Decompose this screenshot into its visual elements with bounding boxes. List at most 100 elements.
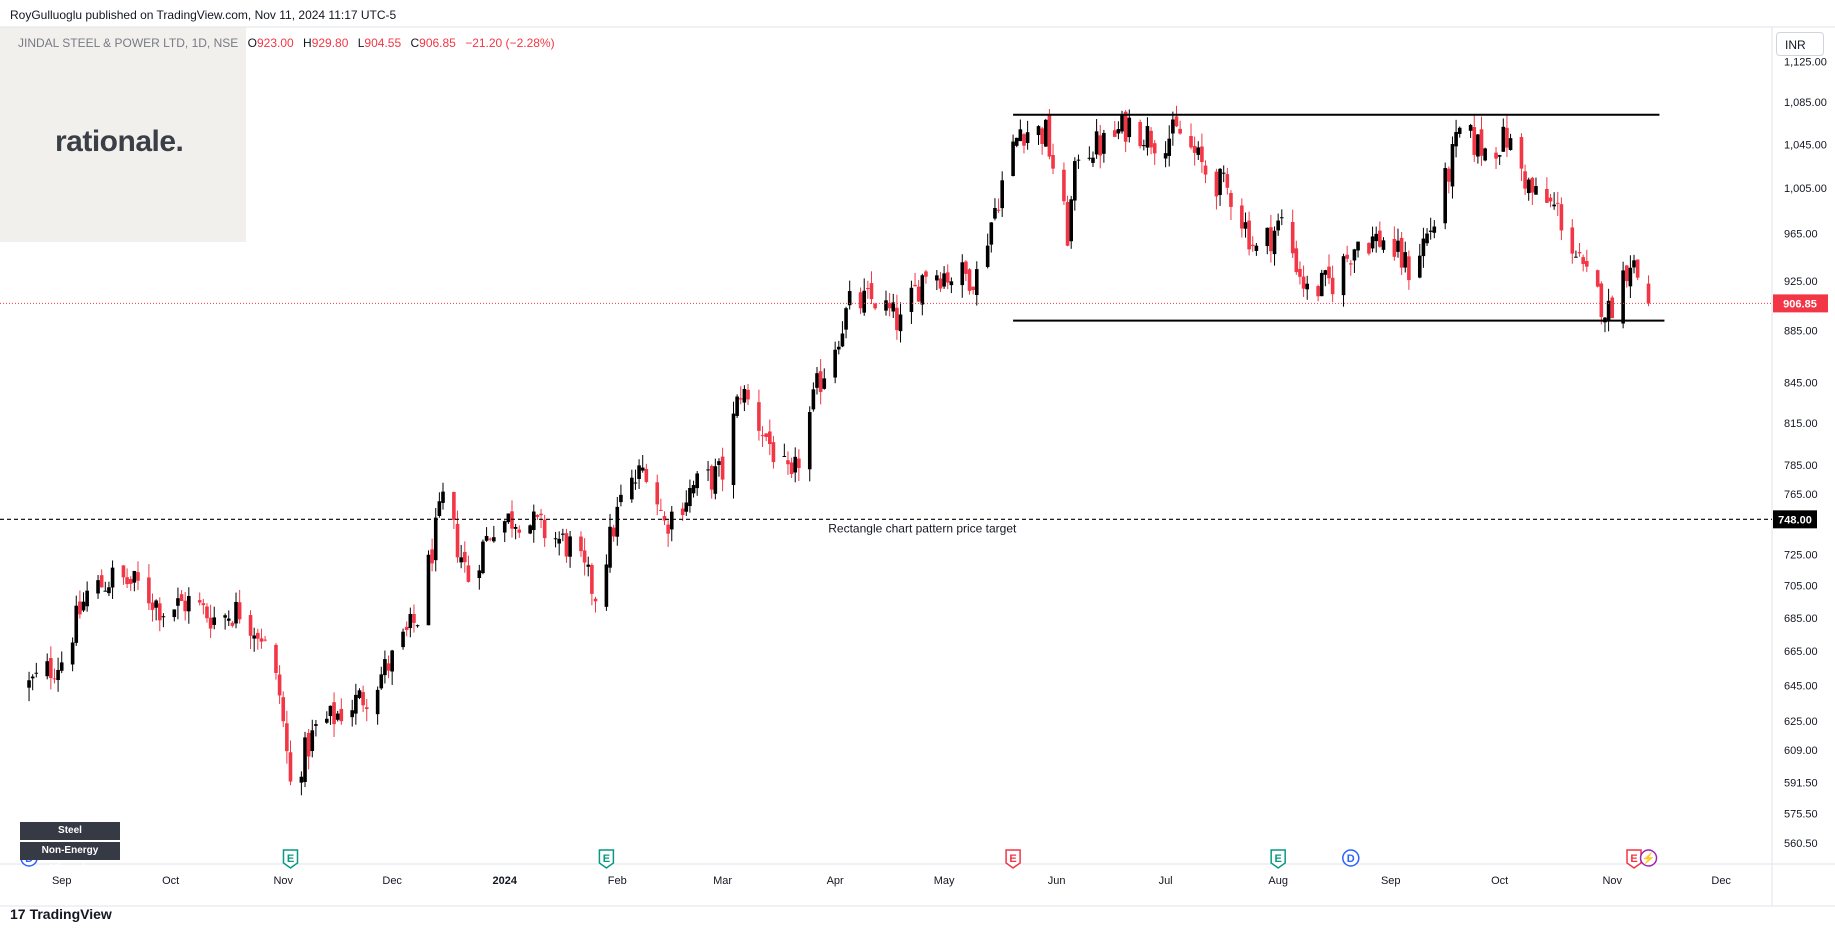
candle-body: [920, 275, 925, 305]
candle-body: [1348, 263, 1353, 265]
x-tick-label: Aug: [1268, 875, 1288, 887]
candle-body: [1269, 227, 1273, 252]
candle-body: [128, 578, 133, 584]
time-axis[interactable]: Sep Oct Nov Dec 2024 Feb Mar Apr May Jun Jul Aug Sep…: [52, 875, 1732, 887]
candle-body: [226, 618, 231, 621]
candle: [604, 554, 609, 611]
y-tick-label: 575.50: [1784, 808, 1818, 820]
candle: [1000, 171, 1004, 217]
candle: [1595, 269, 1600, 288]
candle-body: [1276, 220, 1280, 231]
candle-body: [924, 271, 928, 277]
candle-body: [1279, 217, 1284, 219]
candle: [836, 340, 841, 355]
candle-body: [709, 465, 714, 490]
candle: [1091, 151, 1095, 168]
candle: [1581, 254, 1585, 272]
candle-body: [1526, 179, 1531, 194]
candle: [1196, 141, 1201, 160]
candle: [945, 264, 950, 290]
candle-body: [1468, 125, 1473, 131]
candle: [1123, 110, 1128, 153]
candle: [132, 570, 137, 592]
candle: [441, 482, 445, 510]
candle: [1011, 134, 1015, 177]
candle: [920, 273, 925, 316]
candle: [1062, 162, 1066, 205]
candle-body: [1519, 137, 1524, 169]
candle: [1443, 162, 1447, 230]
candle-body: [1606, 300, 1611, 321]
candle: [375, 686, 380, 725]
candle: [1265, 227, 1270, 255]
y-tick-label: 1,125.00: [1784, 57, 1827, 69]
candle-body: [840, 333, 845, 347]
candle: [680, 502, 685, 521]
candle-body: [1138, 122, 1142, 147]
earnings-marker: E: [1005, 849, 1021, 869]
candle: [74, 595, 79, 646]
candle: [967, 268, 972, 295]
candle: [996, 198, 1001, 214]
candle-body: [1036, 126, 1041, 136]
candle-body: [45, 661, 50, 677]
candle-body: [531, 511, 536, 531]
candle: [528, 524, 532, 535]
candle-body: [630, 477, 634, 500]
candle-body: [1428, 230, 1433, 232]
candle-body: [949, 281, 954, 286]
tradingview-brand[interactable]: 17 TradingView: [10, 906, 112, 922]
candle: [1599, 281, 1604, 325]
candle-body: [1443, 168, 1447, 224]
candle-body: [1555, 202, 1560, 204]
candle-body: [1142, 145, 1146, 147]
candle: [1319, 269, 1324, 297]
price-axis[interactable]: 1,125.00 1,085.00 1,045.00 1,005.00 965.00 92…: [1773, 57, 1828, 850]
sector-tag[interactable]: Steel: [20, 822, 120, 840]
x-tick-label: Dec: [382, 875, 402, 887]
candle-body: [212, 617, 217, 625]
marker-shape: [1639, 849, 1658, 867]
candle: [1167, 125, 1172, 167]
rationale-logo: rationale.: [55, 125, 184, 158]
candle: [684, 490, 689, 516]
candle-body: [1635, 259, 1640, 278]
candle: [586, 556, 591, 577]
candle: [1269, 214, 1273, 263]
candle-body: [1214, 171, 1219, 197]
candle-body: [528, 525, 532, 534]
candle: [1417, 243, 1422, 279]
candle: [314, 719, 318, 737]
candle-body: [441, 491, 445, 503]
candle: [1018, 119, 1023, 142]
candle-body: [1171, 119, 1175, 134]
candle: [891, 293, 896, 318]
candle-body: [735, 396, 739, 416]
candle-body: [1621, 270, 1625, 324]
candle: [481, 539, 485, 575]
candle: [1530, 176, 1535, 205]
candle-body: [815, 373, 819, 388]
symbol-title[interactable]: JINDAL STEEL & POWER LTD, 1D, NSE: [18, 36, 239, 50]
candle: [1603, 317, 1607, 333]
candle: [488, 537, 493, 542]
candle-body: [1523, 171, 1527, 189]
close-value: 906.85: [419, 36, 456, 50]
candle-body: [797, 458, 801, 469]
industry-tag[interactable]: Non-Energy Minerals: [20, 842, 120, 874]
candle: [136, 561, 140, 590]
candle: [611, 524, 616, 542]
candle: [1036, 125, 1041, 146]
candle-body: [390, 650, 394, 672]
x-tick-label: Jul: [1159, 875, 1173, 887]
candle-body: [1530, 177, 1535, 193]
candle: [833, 341, 837, 384]
currency-selector[interactable]: INR: [1776, 32, 1824, 56]
candle-body: [426, 554, 431, 626]
candle: [1519, 133, 1524, 182]
candle-body: [401, 631, 405, 648]
candle-body: [412, 613, 416, 623]
candle: [717, 458, 721, 477]
candle-body: [1301, 276, 1306, 289]
